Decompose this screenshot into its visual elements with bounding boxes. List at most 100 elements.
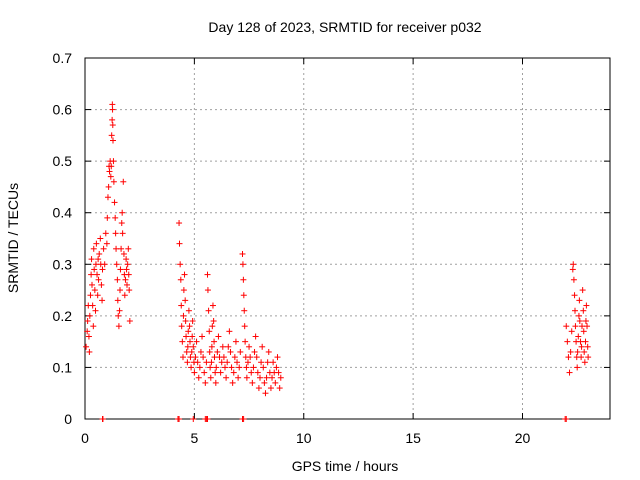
- data-point: [564, 338, 571, 345]
- data-point: [89, 281, 95, 288]
- data-point: [577, 338, 584, 345]
- data-point: [179, 338, 186, 345]
- data-point: [243, 364, 250, 371]
- y-tick-label: 0: [64, 411, 72, 427]
- data-point: [182, 297, 189, 304]
- data-point: [194, 359, 201, 366]
- data-point: [578, 354, 585, 361]
- data-point: [203, 359, 210, 366]
- data-point: [255, 385, 262, 392]
- data-point: [206, 348, 213, 355]
- data-point: [99, 297, 106, 304]
- data-point: [224, 359, 231, 366]
- data-point: [242, 338, 249, 345]
- data-point: [98, 281, 105, 288]
- data-point: [199, 333, 206, 340]
- data-point: [246, 343, 253, 350]
- data-point: [241, 307, 248, 314]
- data-point: [110, 137, 116, 144]
- data-point: [252, 333, 259, 340]
- data-point: [195, 374, 202, 381]
- data-point: [267, 385, 274, 392]
- data-point: [119, 230, 126, 237]
- data-point: [580, 328, 587, 335]
- data-point: [108, 163, 115, 170]
- data-point: [104, 194, 111, 201]
- data-point: [220, 354, 227, 361]
- data-point: [209, 323, 216, 330]
- data-point: [190, 343, 197, 350]
- data-point: [234, 359, 241, 366]
- y-axis: 0 0.1 0.2 0.3 0.4 0.5 0.6 0.7: [53, 50, 610, 427]
- data-point: [563, 416, 570, 422]
- data-point: [109, 101, 116, 108]
- data-point: [217, 369, 224, 376]
- data-point: [122, 276, 129, 283]
- data-point: [100, 245, 107, 252]
- data-point: [185, 307, 192, 314]
- data-point: [99, 416, 106, 422]
- data-point: [184, 343, 191, 350]
- data-point: [584, 323, 591, 330]
- data-point: [237, 348, 244, 355]
- data-point: [231, 354, 238, 361]
- data-point: [257, 374, 263, 381]
- data-point: [197, 348, 204, 355]
- data-point: [188, 364, 195, 371]
- data-point: [212, 379, 219, 386]
- data-point: [183, 333, 190, 340]
- data-point: [121, 292, 128, 299]
- data-point: [84, 328, 91, 335]
- data-point: [177, 276, 184, 283]
- data-point: [111, 199, 118, 206]
- data-point: [211, 354, 218, 361]
- data-point: [115, 312, 122, 319]
- grid: [85, 58, 610, 419]
- data-point: [110, 178, 117, 185]
- data-point: [574, 364, 581, 371]
- data-point: [571, 292, 578, 299]
- data-point: [585, 354, 592, 361]
- data-point: [84, 318, 91, 325]
- data-point: [575, 333, 582, 340]
- data-point: [253, 354, 260, 361]
- data-point: [119, 209, 126, 216]
- data-point: [114, 297, 121, 304]
- data-point: [244, 359, 251, 366]
- data-point: [176, 220, 183, 227]
- data-point: [274, 354, 281, 361]
- data-point: [96, 250, 103, 257]
- data-point: [262, 390, 269, 397]
- data-point: [116, 307, 123, 314]
- data-point: [579, 287, 586, 294]
- data-point: [226, 328, 233, 335]
- data-point: [576, 318, 583, 325]
- chart-title: Day 128 of 2023, SRMTID for receiver p03…: [208, 19, 481, 35]
- data-point: [103, 240, 110, 247]
- data-points: [83, 101, 592, 422]
- data-point: [192, 354, 199, 361]
- data-point: [108, 132, 115, 139]
- data-point: [230, 369, 237, 376]
- data-point: [91, 287, 98, 294]
- data-point: [95, 256, 102, 263]
- data-point: [125, 271, 132, 278]
- data-point: [182, 318, 189, 325]
- data-point: [205, 307, 212, 314]
- data-point: [93, 240, 100, 247]
- data-point: [241, 323, 248, 330]
- data-point: [214, 348, 221, 355]
- data-point: [248, 369, 255, 376]
- data-point: [563, 323, 570, 330]
- data-point: [181, 271, 188, 278]
- data-point: [223, 374, 230, 381]
- data-point: [105, 183, 112, 190]
- data-point: [90, 245, 97, 252]
- data-point: [117, 266, 124, 273]
- data-point: [204, 271, 211, 278]
- data-point: [185, 328, 192, 335]
- data-point: [189, 333, 196, 340]
- data-point: [240, 416, 247, 422]
- data-point: [574, 348, 581, 355]
- data-point: [120, 250, 127, 257]
